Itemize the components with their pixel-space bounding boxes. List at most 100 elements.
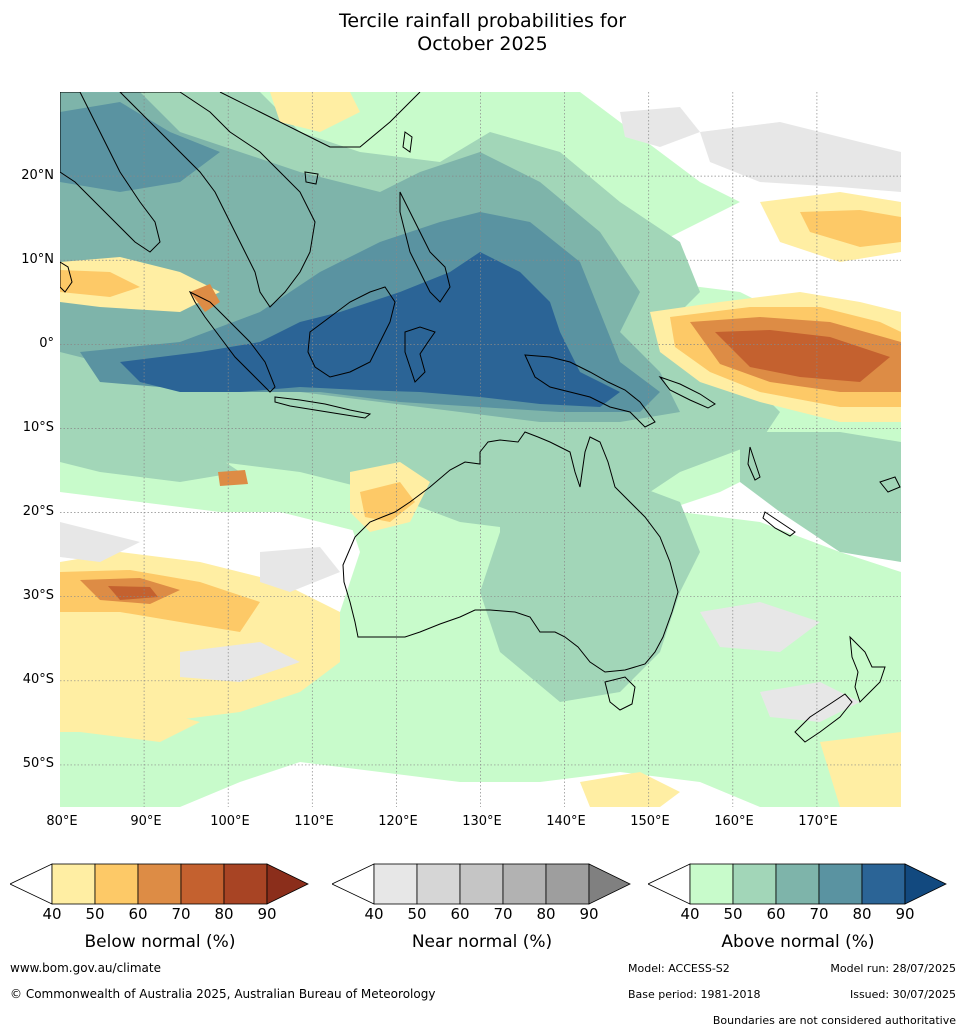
probability-map[interactable] (60, 92, 901, 807)
lon-label-80e: 80°E (46, 814, 78, 829)
near-90-swatch (545, 863, 590, 905)
near-50-swatch (373, 863, 418, 905)
lat-label-30s: 30°S (22, 588, 54, 603)
below-40-southeast (820, 732, 901, 807)
lat-label-10s: 10°S (22, 420, 54, 435)
lon-label-170e: 170°E (798, 814, 838, 829)
taiwan-outline (402, 131, 413, 153)
above-40-swatch (648, 863, 691, 905)
above-tick-80: 80 (852, 905, 872, 923)
nz-south-outline (794, 693, 853, 743)
near-max-swatch (588, 863, 631, 905)
above-50-region-c (740, 432, 901, 562)
above-60-swatch (732, 863, 777, 905)
below-40-north (270, 92, 360, 132)
model-run-date: Model run: 28/07/2025 (830, 962, 956, 975)
above-max-swatch (904, 863, 947, 905)
above-tick-60: 60 (766, 905, 786, 923)
india-outline (60, 92, 161, 253)
fiji-outline (879, 476, 901, 493)
vanuatu-outline (747, 446, 761, 481)
australia-outline (342, 431, 679, 673)
above-normal-regions (60, 92, 901, 807)
near-normal-label: Near normal (%) (411, 932, 553, 952)
borneo-outline (307, 286, 396, 378)
near-50-south (60, 522, 140, 562)
above-50-region-d (60, 422, 240, 482)
lat-label-equator: 0° (39, 336, 54, 351)
philippines-outline (399, 191, 451, 303)
below-40-arabian (60, 257, 220, 312)
lat-label-40s: 40°S (22, 672, 54, 687)
below-60-swatch (94, 863, 139, 905)
map-gridlines (60, 92, 901, 807)
java-outline (274, 396, 372, 419)
above-normal-label: Above normal (%) (721, 932, 875, 952)
below-70-swatch (137, 863, 182, 905)
lon-label-100e: 100°E (210, 814, 250, 829)
near-50-nz (760, 682, 860, 722)
lon-label-110e: 110°E (294, 814, 334, 829)
near-normal-regions (60, 107, 901, 722)
lon-label-130e: 130°E (462, 814, 502, 829)
tasmania-outline (604, 676, 636, 711)
above-tick-70: 70 (809, 905, 829, 923)
above-tick-90: 90 (895, 905, 915, 923)
lat-label-50s: 50°S (22, 756, 54, 771)
below-50-swatch (51, 863, 96, 905)
near-70-swatch (459, 863, 504, 905)
lon-label-140e: 140°E (546, 814, 586, 829)
near-tick-60: 60 (450, 905, 470, 923)
above-70-swatch (775, 863, 820, 905)
below-50-northpac (800, 210, 901, 247)
lon-label-90e: 90°E (130, 814, 162, 829)
website-link[interactable]: www.bom.gov.au/climate (10, 961, 161, 975)
near-50-pacific-north (700, 122, 901, 192)
above-tick-40: 40 (680, 905, 700, 923)
below-90-swatch (223, 863, 268, 905)
below-40-southwest (60, 692, 200, 742)
above-50-swatch (689, 863, 734, 905)
below-50-arabian (60, 270, 140, 297)
near-tick-70: 70 (493, 905, 513, 923)
above-90-swatch (861, 863, 906, 905)
below-tick-60: 60 (128, 905, 148, 923)
near-50-southmid (260, 547, 340, 592)
base-period: Base period: 1981-2018 (628, 988, 761, 1001)
near-80-swatch (502, 863, 547, 905)
above-tick-50: 50 (723, 905, 743, 923)
near-tick-50: 50 (407, 905, 427, 923)
near-normal-colorbar (332, 863, 631, 905)
boundaries-disclaimer: Boundaries are not considered authoritat… (712, 1014, 956, 1027)
above-80-swatch (818, 863, 863, 905)
near-40-swatch (332, 863, 375, 905)
below-tick-70: 70 (171, 905, 191, 923)
below-40-sea (580, 772, 680, 807)
above-80-region (120, 252, 620, 407)
below-tick-50: 50 (85, 905, 105, 923)
below-tick-90: 90 (257, 905, 277, 923)
below-50-wa (360, 482, 415, 522)
lon-label-150e: 150°E (630, 814, 670, 829)
below-40-swatch (10, 863, 53, 905)
china-coast-outline (219, 92, 421, 148)
copyright-text: © Commonwealth of Australia 2025, Austra… (10, 987, 436, 1001)
title-line-1: Tercile rainfall probabilities for (338, 10, 627, 32)
issued-date: Issued: 30/07/2025 (849, 988, 956, 1001)
nz-north-outline (849, 635, 886, 703)
near-tick-40: 40 (364, 905, 384, 923)
sri-lanka-outline (60, 261, 73, 293)
below-normal-colorbar (10, 863, 309, 905)
above-70-region-north (60, 102, 220, 192)
above-normal-colorbar (648, 863, 947, 905)
below-70-pacific (715, 330, 890, 382)
near-50-sw (180, 642, 300, 682)
model-name: Model: ACCESS-S2 (628, 962, 730, 975)
lat-label-10n: 10°N (21, 252, 54, 267)
lat-label-20n: 20°N (21, 168, 54, 183)
below-max-swatch (266, 863, 309, 905)
above-50-region-b (480, 452, 700, 702)
map-svg (60, 92, 901, 807)
below-normal-regions (60, 92, 901, 807)
below-60-indian-spot (218, 470, 248, 486)
